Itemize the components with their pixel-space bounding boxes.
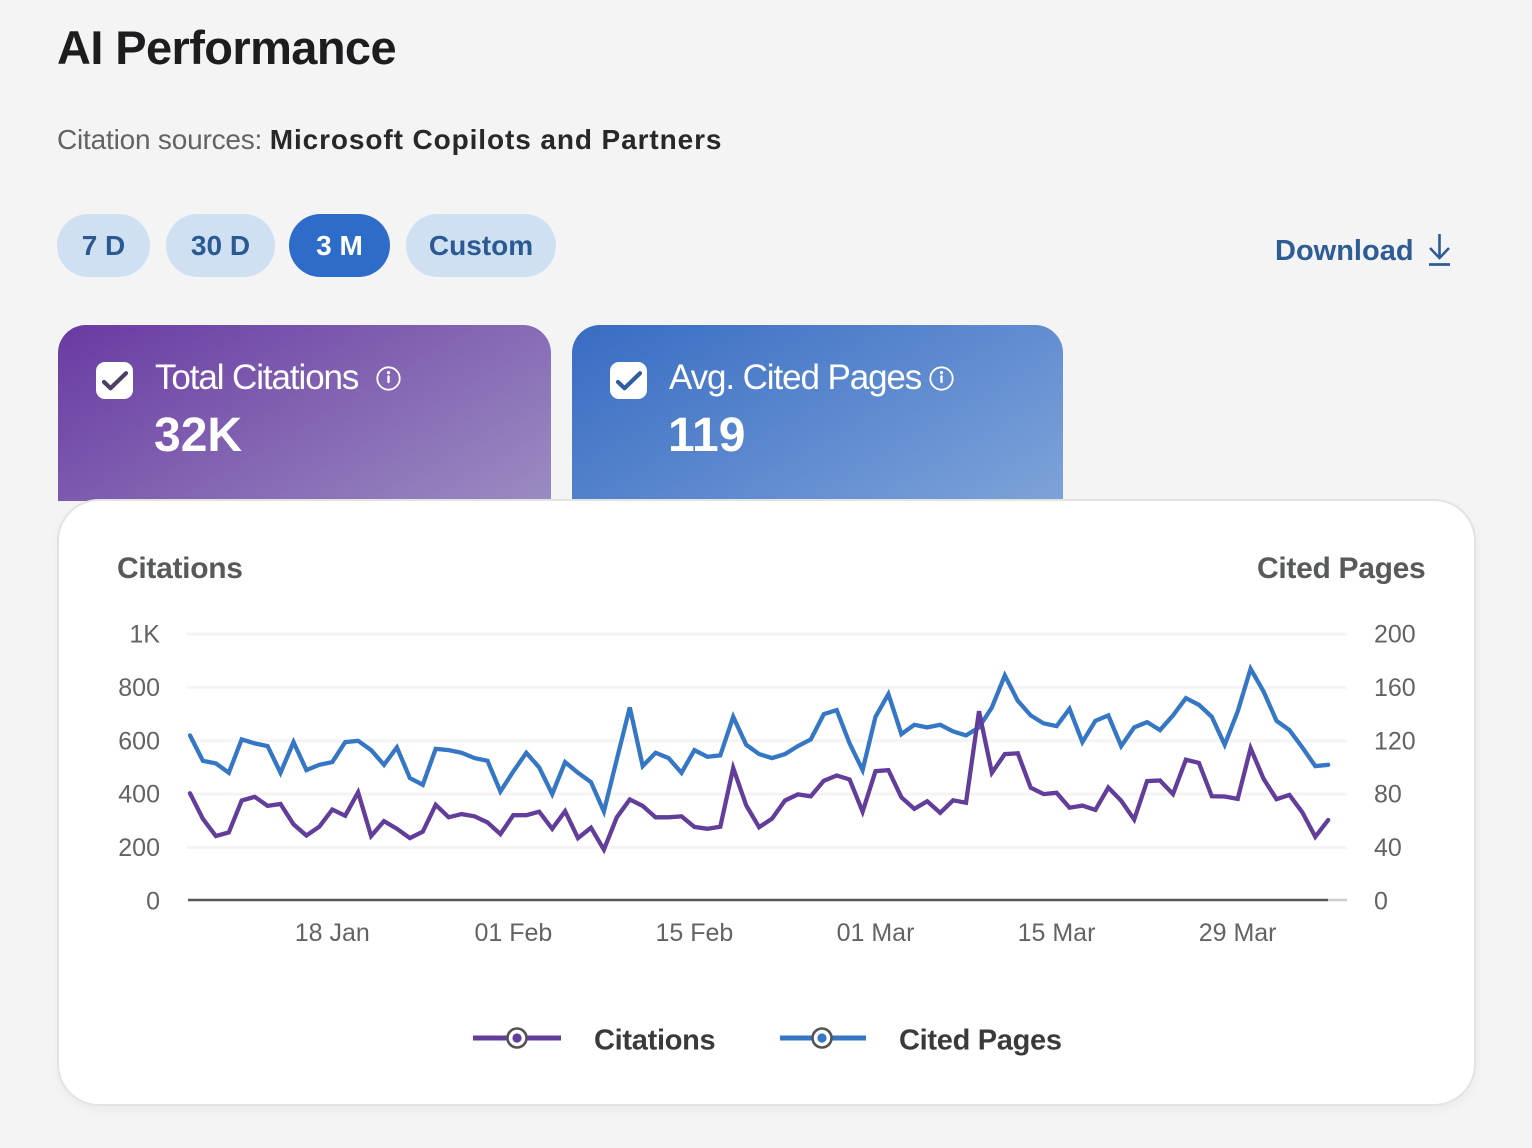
svg-text:18 Jan: 18 Jan: [295, 919, 370, 947]
svg-text:0: 0: [146, 887, 160, 915]
svg-text:800: 800: [118, 674, 160, 702]
svg-text:1K: 1K: [129, 621, 160, 649]
svg-text:600: 600: [118, 727, 160, 755]
svg-text:0: 0: [1374, 887, 1388, 915]
svg-text:200: 200: [1374, 621, 1416, 649]
svg-text:Cited Pages: Cited Pages: [899, 1025, 1062, 1057]
svg-text:160: 160: [1374, 674, 1416, 702]
svg-text:15 Mar: 15 Mar: [1018, 919, 1096, 947]
svg-text:400: 400: [118, 781, 160, 809]
svg-text:Citations: Citations: [594, 1025, 715, 1057]
svg-text:80: 80: [1374, 781, 1402, 809]
svg-text:120: 120: [1374, 727, 1416, 755]
svg-text:01 Feb: 01 Feb: [474, 919, 552, 947]
svg-text:15 Feb: 15 Feb: [655, 919, 733, 947]
svg-text:200: 200: [118, 834, 160, 862]
svg-text:29 Mar: 29 Mar: [1199, 919, 1277, 947]
svg-text:40: 40: [1374, 834, 1402, 862]
svg-text:01 Mar: 01 Mar: [837, 919, 915, 947]
